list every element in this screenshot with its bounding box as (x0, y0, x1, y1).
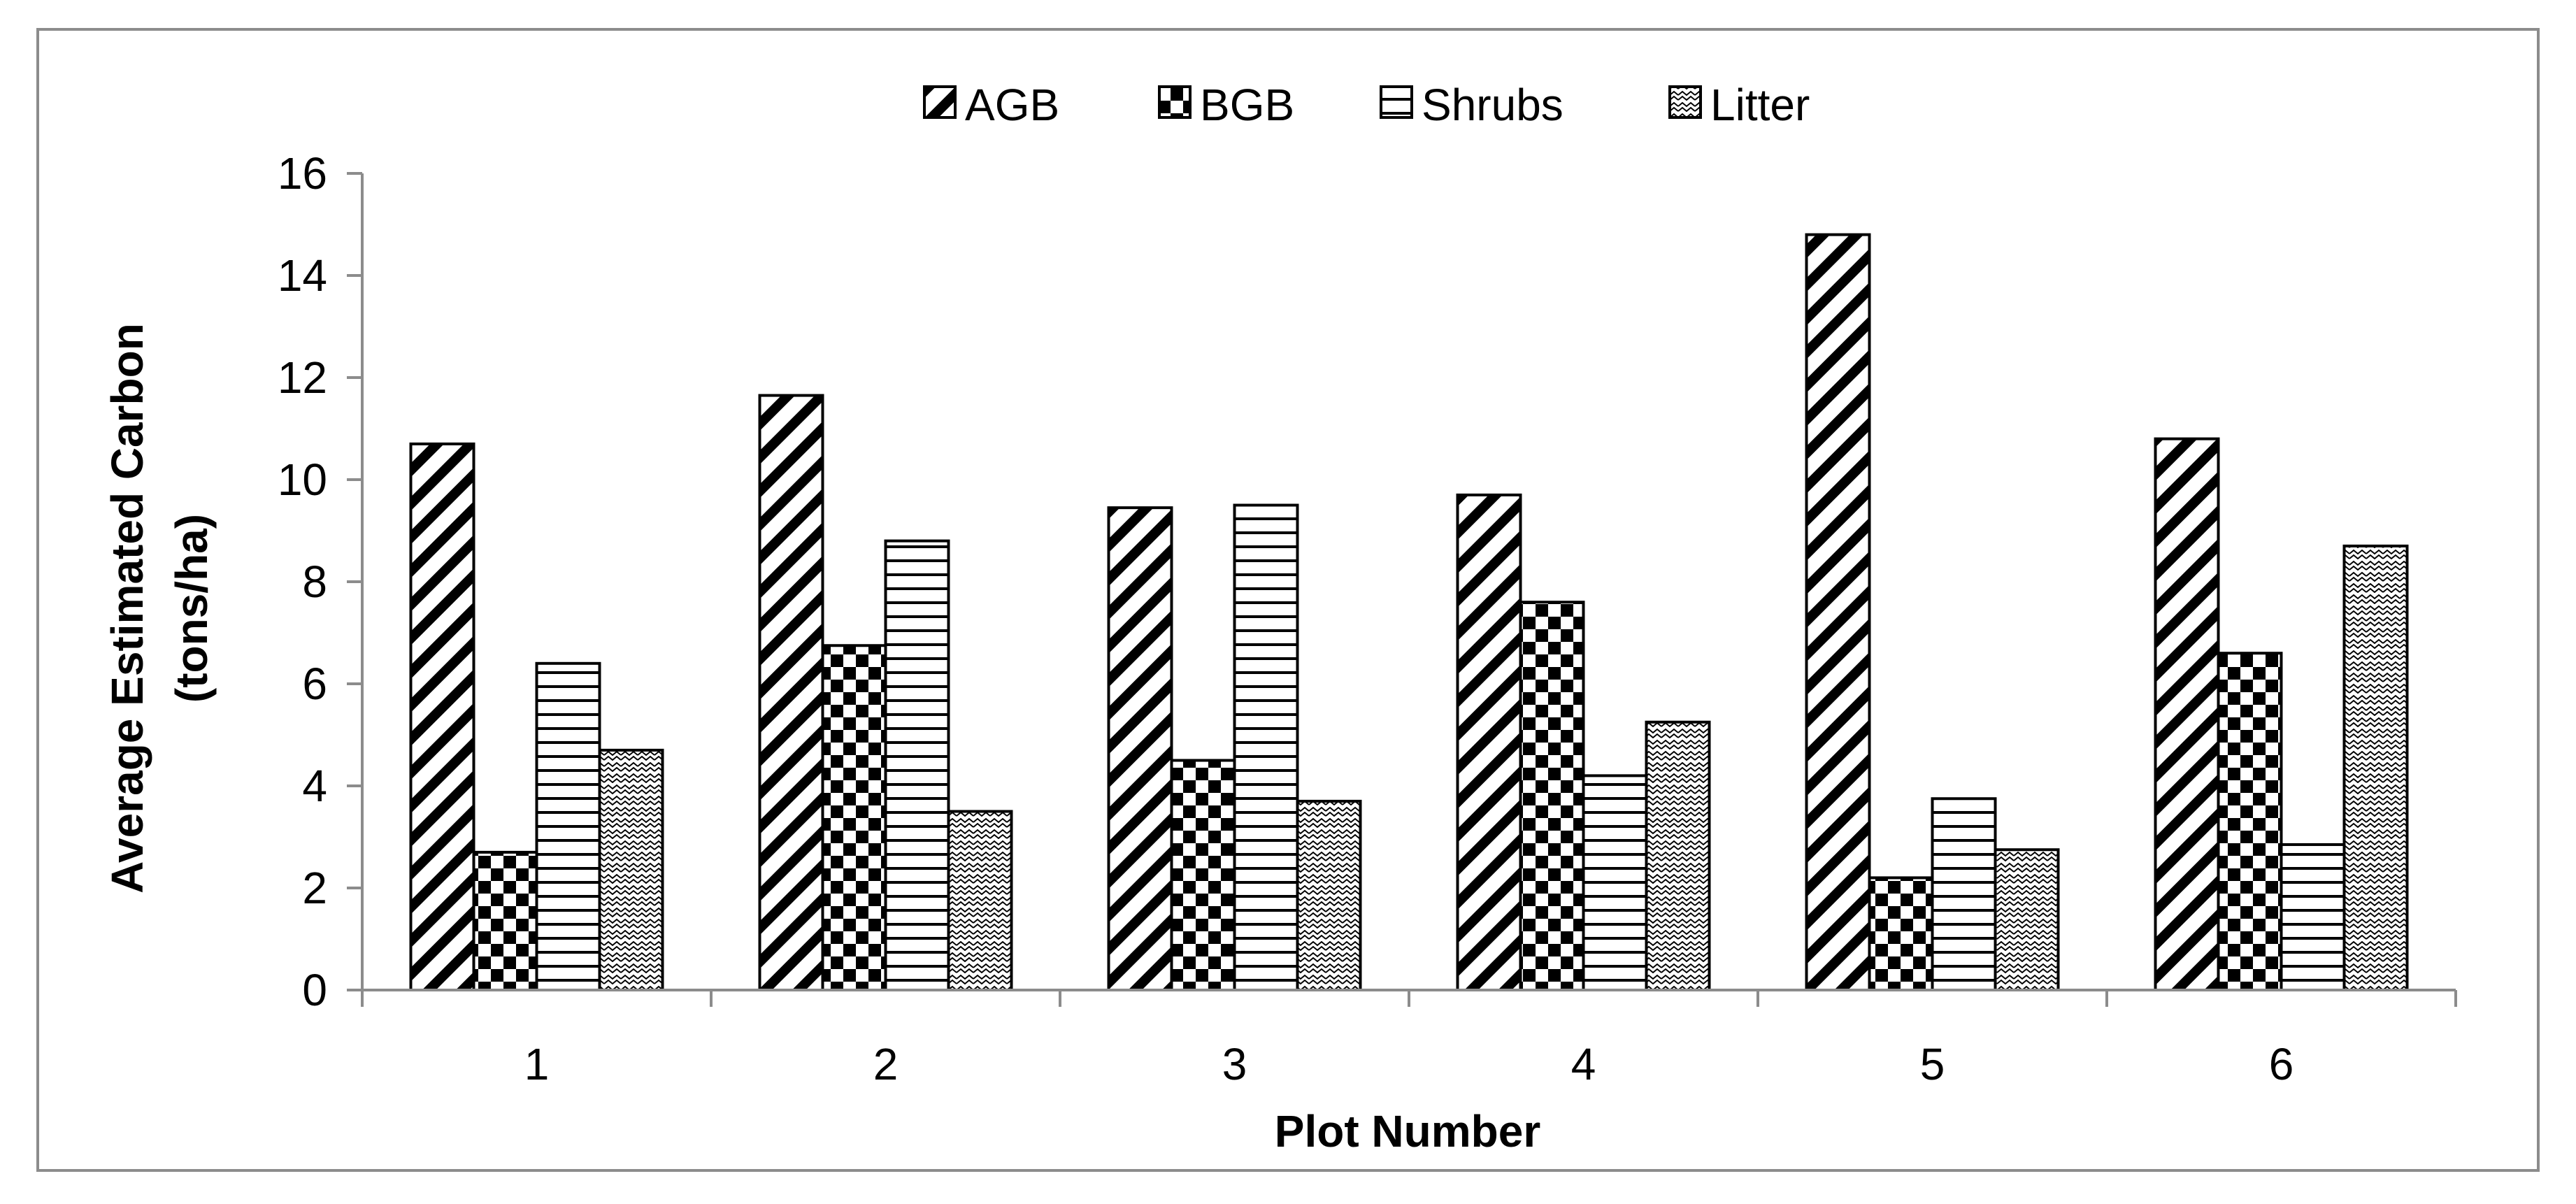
x-tick-label: 1 (524, 1039, 550, 1089)
checkerboard-icon (1158, 85, 1192, 119)
y-tick-label: 6 (302, 659, 327, 709)
bar-litter-plot-1 (598, 748, 664, 992)
bar-bgb-plot-5 (1868, 876, 1934, 992)
bar-agb-plot-1 (409, 442, 475, 991)
y-tick-label: 12 (278, 352, 327, 403)
bar-agb-plot-2 (758, 394, 824, 991)
y-tick-label: 0 (302, 965, 327, 1015)
x-axis-title: Plot Number (1275, 1106, 1540, 1156)
bar-shrubs-plot-6 (2280, 843, 2346, 991)
x-tick-label: 5 (1920, 1039, 1945, 1089)
x-tick-labels: 1 2 3 4 5 6 (524, 1039, 2294, 1089)
wave-icon (1668, 85, 1702, 119)
y-tick-label: 8 (302, 557, 327, 607)
y-tick-label: 2 (302, 863, 327, 913)
diagonal-stripes-icon (923, 85, 957, 119)
bar-litter-plot-5 (1994, 848, 2060, 991)
bar-litter-plot-2 (947, 810, 1013, 991)
x-tick-label: 2 (873, 1039, 899, 1089)
y-axis-title-line2: (tons/ha) (166, 514, 217, 703)
legend-item-bgb: BGB (1158, 80, 1294, 130)
bar-agb-plot-6 (2154, 437, 2220, 991)
bar-bgb-plot-4 (1519, 601, 1585, 991)
y-tick-labels: 0 2 4 6 8 10 12 14 16 (278, 148, 327, 1015)
legend-item-litter: Litter (1668, 80, 1810, 130)
y-tick-label: 14 (278, 250, 327, 301)
y-axis-title-line1: Average Estimated Carbon (102, 323, 152, 894)
y-axis (347, 172, 364, 991)
x-tick-label: 3 (1222, 1039, 1247, 1089)
legend-item-shrubs: Shrubs (1380, 80, 1564, 130)
y-tick-label: 10 (278, 454, 327, 505)
bar-agb-plot-5 (1805, 233, 1871, 992)
bar-shrubs-plot-5 (1931, 797, 1997, 991)
bar-bgb-plot-1 (472, 850, 538, 992)
bar-bgb-plot-3 (1170, 759, 1236, 991)
legend: AGB BGB Shrubs Litter (923, 80, 1810, 130)
bar-shrubs-plot-3 (1233, 503, 1299, 991)
bar-litter-plot-4 (1645, 720, 1711, 991)
bar-agb-plot-3 (1107, 506, 1173, 991)
x-tick-label: 4 (1571, 1039, 1596, 1089)
bar-shrubs-plot-1 (535, 661, 601, 991)
x-axis (361, 989, 2457, 1007)
legend-label: Litter (1710, 80, 1810, 130)
x-tick-label: 6 (2269, 1039, 2294, 1089)
bar-bgb-plot-6 (2217, 652, 2283, 991)
bar-litter-plot-3 (1296, 799, 1362, 992)
legend-item-agb: AGB (923, 80, 1059, 130)
bars (409, 233, 2409, 992)
legend-label: BGB (1200, 80, 1294, 130)
bar-litter-plot-6 (2342, 544, 2409, 991)
bar-shrubs-plot-4 (1582, 774, 1648, 992)
y-tick-label: 4 (302, 761, 327, 811)
horizontal-stripes-icon (1380, 85, 1413, 119)
y-tick-label: 16 (278, 148, 327, 199)
bar-shrubs-plot-2 (884, 539, 950, 991)
bar-bgb-plot-2 (821, 644, 887, 991)
bar-agb-plot-4 (1456, 493, 1522, 991)
legend-label: Shrubs (1422, 80, 1564, 130)
legend-label: AGB (965, 80, 1059, 130)
